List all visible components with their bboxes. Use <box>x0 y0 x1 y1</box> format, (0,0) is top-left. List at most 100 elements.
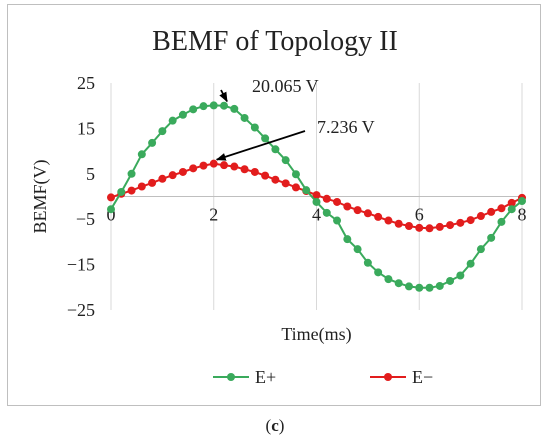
caption-letter: c <box>271 416 279 435</box>
legend-label: E− <box>412 367 433 387</box>
data-point <box>446 276 455 285</box>
data-point <box>209 101 218 110</box>
data-point <box>353 245 362 254</box>
legend-label: E+ <box>255 367 276 387</box>
annotation-label: 20.065 V <box>252 76 319 96</box>
data-point <box>322 208 331 217</box>
data-point <box>291 183 300 192</box>
data-point <box>230 162 239 171</box>
data-point <box>199 161 208 170</box>
x-axis-label: Time(ms) <box>281 324 351 345</box>
data-point <box>343 202 352 211</box>
data-point <box>384 275 393 284</box>
data-point <box>137 150 146 159</box>
y-axis-label: BEMF(V) <box>30 159 51 233</box>
data-point <box>415 223 424 232</box>
data-point <box>394 279 403 288</box>
annotations-layer: 20.065 V 7.236 V <box>215 76 375 161</box>
data-point <box>302 186 311 195</box>
data-point <box>250 167 259 176</box>
data-point <box>312 191 321 200</box>
y-tick-label: −25 <box>67 300 95 320</box>
x-tick-label: 0 <box>107 205 116 225</box>
data-point <box>127 186 136 195</box>
data-point <box>158 174 167 183</box>
data-point <box>168 171 177 180</box>
x-tick-label: 2 <box>209 205 218 225</box>
data-point <box>281 156 290 165</box>
data-point <box>240 165 249 174</box>
legend-marker <box>227 373 235 381</box>
y-tick-label: −15 <box>67 255 95 275</box>
data-point <box>271 145 280 154</box>
data-point <box>466 216 475 225</box>
data-point <box>487 233 496 242</box>
data-point <box>435 222 444 231</box>
data-point <box>137 182 146 191</box>
data-point <box>240 113 249 122</box>
data-point <box>220 101 229 110</box>
data-point <box>343 235 352 244</box>
data-point <box>178 110 187 119</box>
series-layer <box>107 101 526 292</box>
x-tick-labels: 0 2 4 6 8 <box>107 205 527 225</box>
data-point <box>178 167 187 176</box>
data-point <box>425 224 434 233</box>
data-point <box>404 282 413 291</box>
data-point <box>230 104 239 113</box>
data-point <box>446 221 455 230</box>
data-point <box>168 116 177 125</box>
data-point <box>374 268 383 277</box>
data-point <box>497 217 506 226</box>
data-point <box>220 161 229 170</box>
data-point <box>476 245 485 254</box>
caption-open: ( <box>265 416 272 435</box>
data-point <box>333 197 342 206</box>
y-tick-label: 25 <box>77 73 95 93</box>
x-tick-label: 4 <box>312 205 321 225</box>
data-point <box>209 159 218 168</box>
data-point <box>322 194 331 203</box>
data-point <box>363 209 372 218</box>
x-tick-label: 8 <box>518 205 527 225</box>
data-point <box>148 178 157 187</box>
data-point <box>435 281 444 290</box>
data-point <box>466 259 475 268</box>
data-point <box>107 205 115 214</box>
data-point <box>312 197 321 206</box>
data-point <box>127 169 136 178</box>
data-point <box>497 204 506 213</box>
y-tick-label: −5 <box>76 209 95 229</box>
data-point <box>107 193 115 202</box>
y-tick-labels: 25 15 5 −5 −15 −25 <box>67 73 95 320</box>
figure-caption: (c) <box>0 416 550 436</box>
legend-marker <box>384 373 392 381</box>
data-point <box>394 219 403 228</box>
data-point <box>507 198 516 207</box>
data-point <box>363 258 372 267</box>
data-point <box>487 207 496 216</box>
data-point <box>291 170 300 179</box>
annotation-label: 7.236 V <box>317 117 375 137</box>
data-point <box>404 222 413 231</box>
data-point <box>384 216 393 225</box>
data-point <box>507 205 516 214</box>
annotation-arrow <box>219 89 228 103</box>
y-tick-label: 15 <box>77 118 95 138</box>
data-point <box>425 283 434 292</box>
data-point <box>189 164 198 173</box>
data-point <box>374 212 383 221</box>
data-point <box>117 187 126 196</box>
data-point <box>250 123 259 132</box>
legend: E+ E− <box>213 367 433 387</box>
data-point <box>476 212 485 221</box>
annotation-arrow <box>215 130 306 161</box>
data-point <box>333 216 342 225</box>
y-tick-label: 5 <box>86 164 95 184</box>
data-point <box>456 218 465 227</box>
data-point <box>199 102 208 111</box>
x-tick-label: 6 <box>415 205 424 225</box>
chart-title: BEMF of Topology II <box>152 26 398 57</box>
